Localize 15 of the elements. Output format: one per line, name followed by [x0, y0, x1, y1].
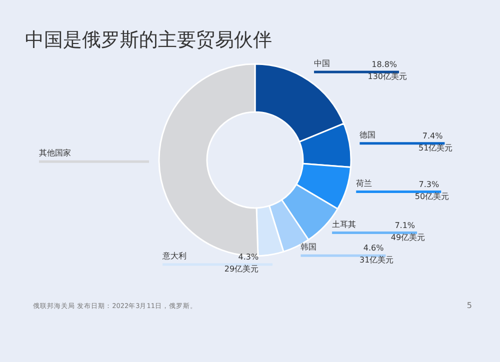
- text: 5: [466, 301, 472, 310]
- text: 7.4% 51亿美元: [418, 131, 453, 152]
- slice-label: 荷兰: [356, 178, 372, 188]
- slice-label: 德国: [360, 130, 376, 140]
- slice-label: 中国: [314, 58, 330, 68]
- chart-title: 中国是俄罗斯的主要贸易伙伴: [25, 29, 272, 51]
- slice-label: 其他国家: [39, 148, 72, 158]
- text: 7.1% 49亿美元: [390, 220, 426, 242]
- slice-label: 意大利: [162, 252, 187, 261]
- text: 4.3% 29亿美元: [224, 252, 259, 274]
- text: 7.3% 50亿美元: [414, 180, 450, 201]
- text: 18.8% 130亿美元: [368, 60, 408, 81]
- slice-label: 土耳其: [332, 220, 356, 229]
- slice-label: 韩国: [300, 242, 317, 252]
- text: 4.6% 31亿美元: [360, 244, 394, 265]
